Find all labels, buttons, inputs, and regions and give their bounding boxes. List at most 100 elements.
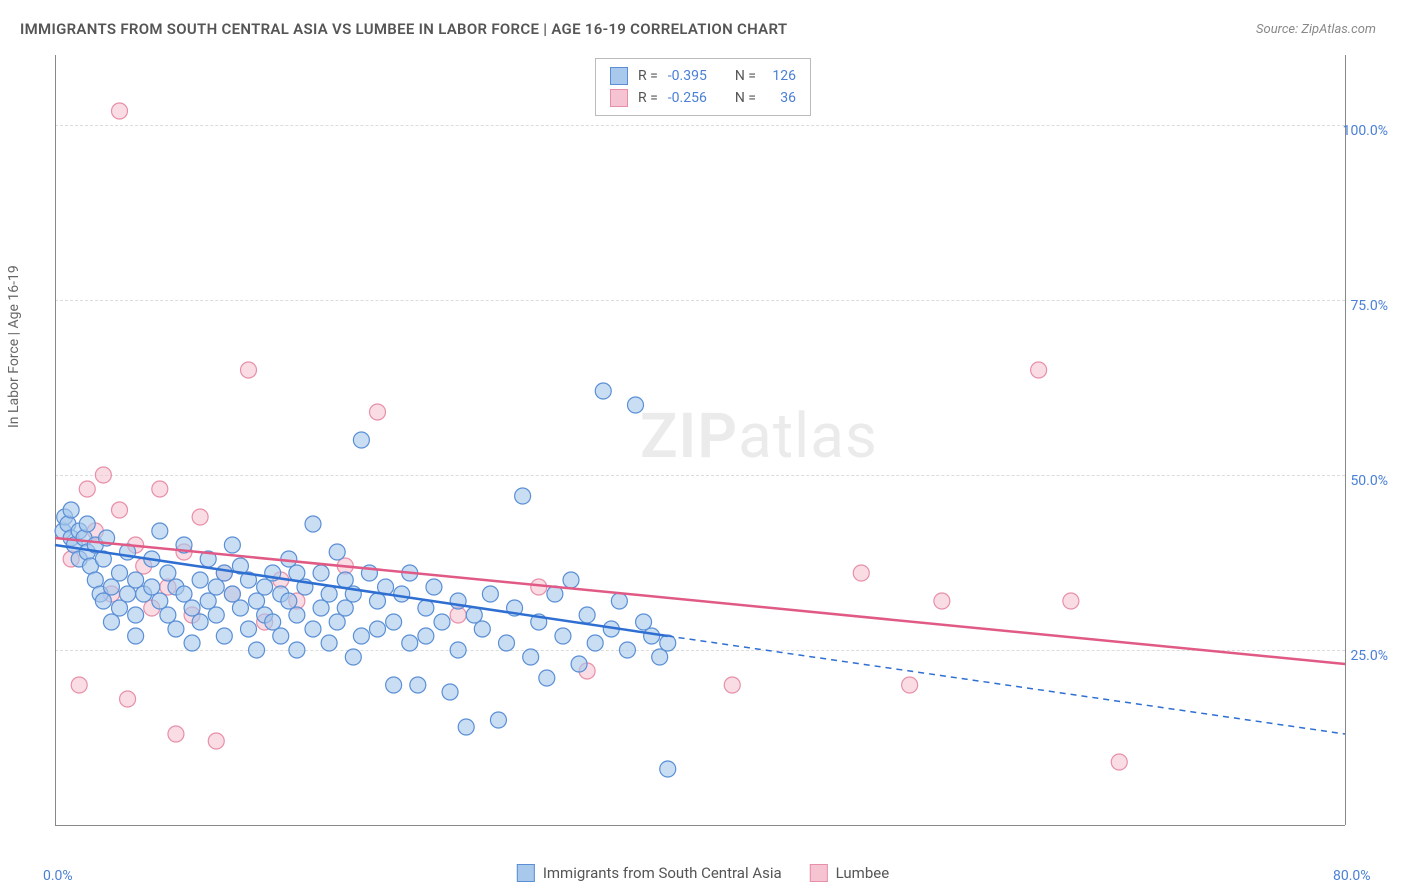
y-axis-right-line: [1345, 55, 1346, 825]
data-point: [224, 537, 240, 553]
n-label: N =: [735, 90, 756, 106]
x-tick-label: 0.0%: [43, 868, 73, 884]
y-tick-label: 50.0%: [1350, 473, 1388, 489]
data-point: [249, 593, 265, 609]
data-point: [902, 677, 918, 693]
n-value: 36: [766, 90, 796, 106]
data-point: [450, 642, 466, 658]
scatter-plot: [55, 55, 1345, 825]
data-point: [555, 628, 571, 644]
data-point: [329, 614, 345, 630]
data-point: [63, 502, 79, 518]
data-point: [289, 607, 305, 623]
data-point: [176, 586, 192, 602]
data-point: [313, 600, 329, 616]
bottom-legend: Immigrants from South Central Asia Lumbe…: [517, 864, 889, 882]
data-point: [160, 565, 176, 581]
data-point: [321, 635, 337, 651]
r-label: R =: [638, 68, 658, 84]
y-tick-label: 100.0%: [1343, 123, 1388, 139]
swatch-icon: [810, 864, 828, 882]
data-point: [144, 579, 160, 595]
data-point: [128, 607, 144, 623]
y-tick-label: 75.0%: [1350, 298, 1388, 314]
data-point: [321, 586, 337, 602]
legend-label: Immigrants from South Central Asia: [543, 864, 782, 882]
data-point: [394, 586, 410, 602]
data-point: [523, 649, 539, 665]
swatch-icon: [517, 864, 535, 882]
data-point: [208, 607, 224, 623]
data-point: [192, 509, 208, 525]
data-point: [345, 649, 361, 665]
n-label: N =: [735, 68, 756, 84]
data-point: [628, 397, 644, 413]
x-tick-label: 80.0%: [1333, 868, 1371, 884]
data-point: [71, 677, 87, 693]
data-point: [120, 691, 136, 707]
data-point: [112, 600, 128, 616]
y-tick-label: 25.0%: [1350, 648, 1388, 664]
data-point: [232, 600, 248, 616]
data-point: [184, 635, 200, 651]
data-point: [619, 642, 635, 658]
data-point: [410, 677, 426, 693]
data-point: [402, 635, 418, 651]
r-value: -0.256: [668, 90, 707, 106]
data-point: [208, 579, 224, 595]
data-point: [305, 621, 321, 637]
data-point: [265, 614, 281, 630]
legend-item: Immigrants from South Central Asia: [517, 864, 782, 882]
data-point: [216, 565, 232, 581]
data-point: [724, 677, 740, 693]
y-axis-label: In Labor Force | Age 16-19: [6, 265, 22, 428]
stats-row: R = -0.256 N = 36: [610, 87, 796, 109]
data-point: [313, 565, 329, 581]
trend-line-extrapolated: [668, 636, 1345, 734]
data-point: [184, 600, 200, 616]
data-point: [79, 516, 95, 532]
data-point: [370, 621, 386, 637]
data-point: [152, 523, 168, 539]
data-point: [112, 565, 128, 581]
swatch-icon: [610, 89, 628, 107]
data-point: [563, 572, 579, 588]
data-point: [853, 565, 869, 581]
data-point: [595, 383, 611, 399]
chart-title: IMMIGRANTS FROM SOUTH CENTRAL ASIA VS LU…: [20, 20, 787, 38]
data-point: [386, 677, 402, 693]
data-point: [442, 684, 458, 700]
data-point: [95, 593, 111, 609]
data-point: [370, 404, 386, 420]
data-point: [103, 614, 119, 630]
data-point: [224, 586, 240, 602]
data-point: [499, 635, 515, 651]
data-point: [434, 614, 450, 630]
data-point: [370, 593, 386, 609]
data-point: [241, 621, 257, 637]
data-point: [418, 600, 434, 616]
data-point: [337, 572, 353, 588]
data-point: [934, 593, 950, 609]
data-point: [128, 572, 144, 588]
data-point: [152, 481, 168, 497]
data-point: [571, 656, 587, 672]
swatch-icon: [610, 67, 628, 85]
r-value: -0.395: [668, 68, 707, 84]
data-point: [458, 719, 474, 735]
data-point: [1031, 362, 1047, 378]
data-point: [281, 593, 297, 609]
data-point: [200, 593, 216, 609]
data-point: [353, 432, 369, 448]
data-point: [168, 726, 184, 742]
data-point: [160, 607, 176, 623]
data-point: [482, 586, 498, 602]
data-point: [636, 614, 652, 630]
data-point: [289, 642, 305, 658]
data-point: [241, 362, 257, 378]
data-point: [587, 635, 603, 651]
data-point: [112, 502, 128, 518]
data-point: [249, 642, 265, 658]
data-point: [128, 628, 144, 644]
data-point: [192, 614, 208, 630]
